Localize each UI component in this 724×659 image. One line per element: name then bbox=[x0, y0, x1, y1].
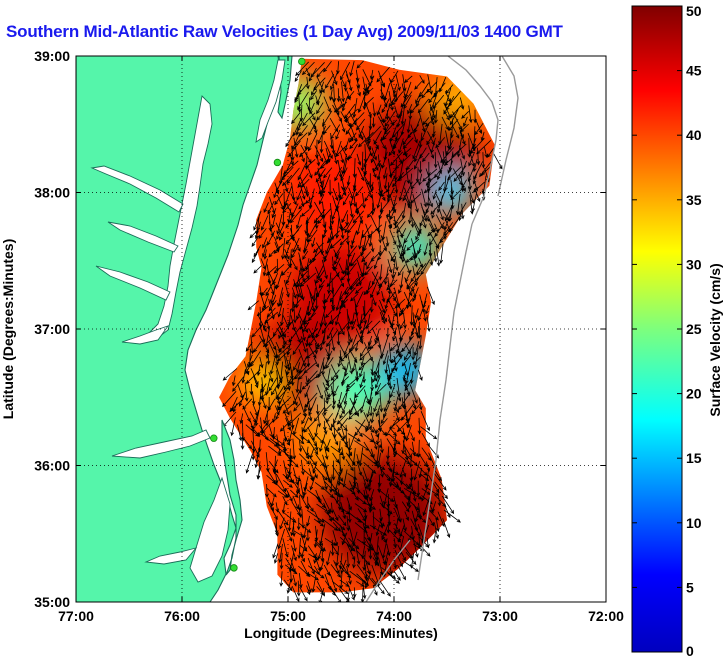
chesapeake-mouth bbox=[121, 325, 170, 345]
speed-region-4 bbox=[319, 451, 447, 575]
colorbar-label: Surface Velocity (cm/s) bbox=[707, 263, 723, 416]
station-marker-3 bbox=[230, 564, 238, 572]
colorbar-tick-label: 50 bbox=[686, 3, 702, 19]
pamlico-sound bbox=[189, 476, 231, 583]
y-tick-label: 39:00 bbox=[34, 48, 70, 64]
y-axis-ticks: 39:00 38:00 37:00 36:00 35:00 bbox=[34, 48, 606, 610]
colorbar-ticks: 0 5 10 15 20 25 30 35 40 45 50 bbox=[632, 3, 702, 659]
colorbar-tick-label: 15 bbox=[686, 450, 702, 466]
colorbar: 0 5 10 15 20 25 30 35 40 45 50 Surface Velocity (c… bbox=[631, 3, 723, 659]
x-axis-label: Longitude (Degrees:Minutes) bbox=[244, 625, 438, 641]
colorbar-tick-label: 30 bbox=[686, 256, 702, 272]
delaware-bay bbox=[255, 59, 286, 143]
colorbar-tick-label: 45 bbox=[686, 63, 702, 79]
colorbar-tick-label: 35 bbox=[686, 192, 702, 208]
station-marker-2 bbox=[210, 434, 218, 442]
colorbar-tick-label: 40 bbox=[686, 127, 702, 143]
albemarle-sound bbox=[111, 429, 211, 459]
x-axis-ticks: 77:00 76:00 75:00 74:00 73:00 72:00 bbox=[58, 56, 624, 624]
colorbar-tick-label: 5 bbox=[686, 579, 694, 595]
x-tick-label: 73:00 bbox=[482, 608, 518, 624]
rappahannock-river bbox=[107, 221, 179, 253]
x-tick-label: 75:00 bbox=[270, 608, 306, 624]
colorbar-tick-label: 25 bbox=[686, 321, 702, 337]
y-tick-label: 36:00 bbox=[34, 458, 70, 474]
map-title: Southern Mid-Atlantic Raw Velocities (1 … bbox=[6, 22, 563, 41]
y-tick-label: 35:00 bbox=[34, 594, 70, 610]
y-axis-label: Latitude (Degrees:Minutes) bbox=[0, 239, 16, 419]
radar-stations bbox=[210, 57, 306, 572]
station-marker-1 bbox=[273, 158, 282, 167]
colorbar-gradient bbox=[631, 5, 683, 653]
potomac-river bbox=[90, 165, 184, 213]
colorbar-tick-label: 20 bbox=[686, 386, 702, 402]
land-outer-banks bbox=[221, 419, 243, 576]
pamlico-inlet bbox=[144, 547, 198, 565]
x-tick-label: 77:00 bbox=[58, 608, 94, 624]
y-tick-label: 37:00 bbox=[34, 321, 70, 337]
bays bbox=[90, 59, 286, 583]
york-james-river bbox=[95, 265, 171, 301]
bathymetry-contours bbox=[365, 56, 519, 602]
x-tick-label: 74:00 bbox=[376, 608, 412, 624]
station-marker-0 bbox=[298, 57, 306, 66]
velocity-vectors bbox=[222, 60, 503, 602]
y-tick-label: 38:00 bbox=[34, 185, 70, 201]
vector-arrows bbox=[222, 60, 503, 602]
x-tick-label: 72:00 bbox=[588, 608, 624, 624]
colorbar-tick-label: 10 bbox=[686, 515, 702, 531]
grid-lines bbox=[76, 56, 606, 602]
colorbar-tick-label: 0 bbox=[686, 643, 694, 659]
x-tick-label: 76:00 bbox=[164, 608, 200, 624]
